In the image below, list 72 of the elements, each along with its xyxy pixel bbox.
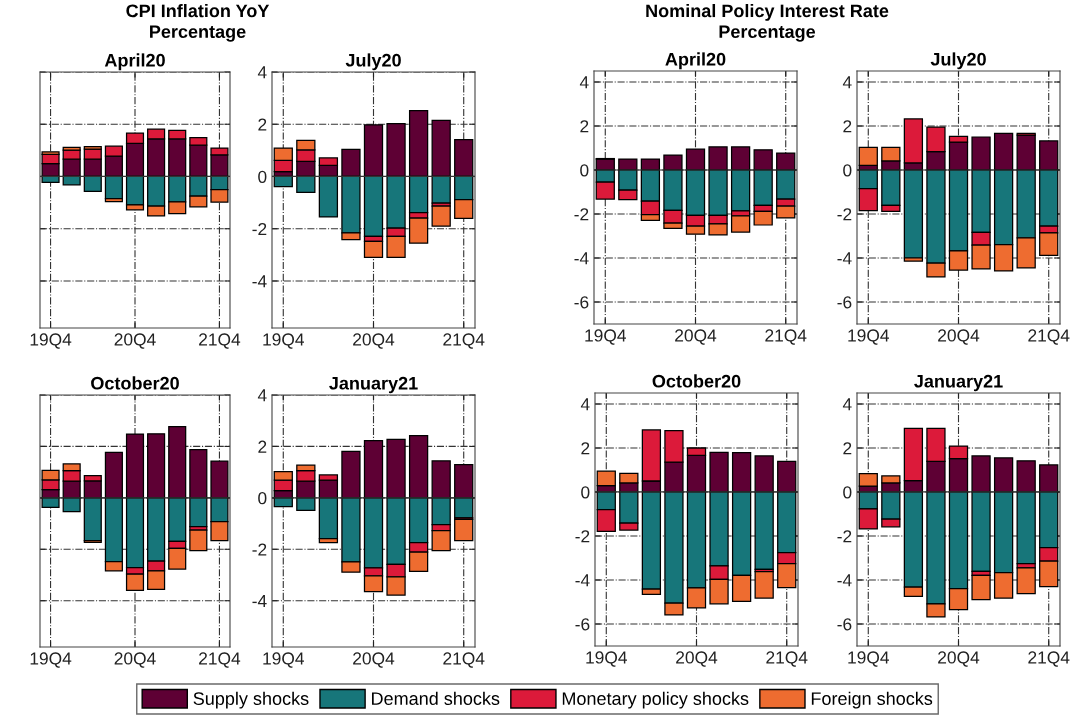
y-tick-label: 2 [580,120,589,133]
y-tick-label: -4 [837,252,852,265]
y-tick-label: 2 [843,442,852,455]
x-tick-label: 19Q4 [586,651,628,667]
y-tick-label: -6 [575,618,590,631]
y-tick-label: 0 [843,164,852,177]
y-tick-label: -6 [837,296,852,309]
x-tick-label: 21Q4 [1028,651,1070,667]
chart-title: October20 [652,374,741,388]
chart-title: January21 [329,376,418,394]
y-tick-label: 0 [581,486,590,499]
y-tick-label: -2 [575,530,590,543]
x-tick-label: 20Q4 [114,652,156,668]
y-tick-label: 4 [580,398,590,411]
y-tick-label: 2 [258,118,267,131]
y-tick-label: 2 [581,442,590,455]
chart-title: July20 [345,53,401,71]
x-tick-label: 20Q4 [114,333,156,349]
x-tick-label: 21Q4 [766,651,808,667]
x-tick-label: 21Q4 [199,652,241,668]
x-tick-label: 19Q4 [585,329,627,345]
x-tick-label: 19Q4 [848,651,890,667]
legend-label: Supply shocks [193,691,309,709]
x-tick-label: 21Q4 [199,333,241,349]
x-tick-label: 20Q4 [353,333,395,349]
y-tick-label: -6 [837,618,852,631]
x-tick-label: 21Q4 [765,329,807,345]
x-tick-label: 20Q4 [938,329,980,345]
x-tick-label: 19Q4 [263,652,305,668]
chart-title: October20 [91,376,179,390]
legend-label: Foreign shocks [811,691,933,709]
x-tick-label: 20Q4 [353,652,395,668]
y-tick-label: 0 [843,486,852,499]
y-tick-label: 4 [842,76,852,89]
x-tick-label: 19Q4 [263,333,305,349]
y-tick-label: -2 [837,530,852,543]
y-tick-label: 4 [257,66,267,79]
x-tick-label: 20Q4 [676,651,718,667]
chart-title: April20 [665,52,726,70]
y-tick-label: -4 [837,574,852,587]
x-tick-label: 20Q4 [938,651,980,667]
chart-title: January21 [914,374,1003,392]
y-tick-label: 0 [258,170,267,183]
x-tick-label: 21Q4 [1028,329,1070,345]
y-tick-label: -4 [252,595,267,607]
x-tick-label: 21Q4 [443,333,485,349]
x-tick-label: 20Q4 [675,329,717,345]
y-tick-label: -2 [252,543,267,556]
y-tick-label: 0 [580,164,589,177]
legend-label: Monetary policy shocks [562,691,749,709]
chart-subtitle: Nominal Policy Interest Rate Percentage [646,4,889,42]
y-tick-label: -2 [574,208,589,221]
y-tick-label: 2 [843,120,852,133]
y-tick-label: 4 [257,389,267,402]
x-tick-label: 21Q4 [443,652,485,668]
x-tick-label: 19Q4 [848,329,890,345]
x-tick-label: 19Q4 [30,652,72,668]
chart-subtitle: CPI Inflation YoY Percentage [126,4,270,42]
y-tick-label: -2 [837,208,852,221]
chart-title: April20 [104,53,165,71]
y-tick-label: -2 [252,222,267,236]
y-tick-label: 0 [258,492,267,505]
y-tick-label: 4 [579,76,589,89]
x-tick-label: 19Q4 [30,333,72,349]
y-tick-label: -6 [574,296,589,309]
chart-title: July20 [930,52,986,70]
y-tick-label: -4 [575,574,590,587]
y-tick-label: -4 [252,275,267,288]
y-tick-label: 4 [842,398,852,411]
y-tick-label: 2 [258,440,267,453]
legend-label: Demand shocks [372,691,500,705]
y-tick-label: -4 [574,252,589,265]
